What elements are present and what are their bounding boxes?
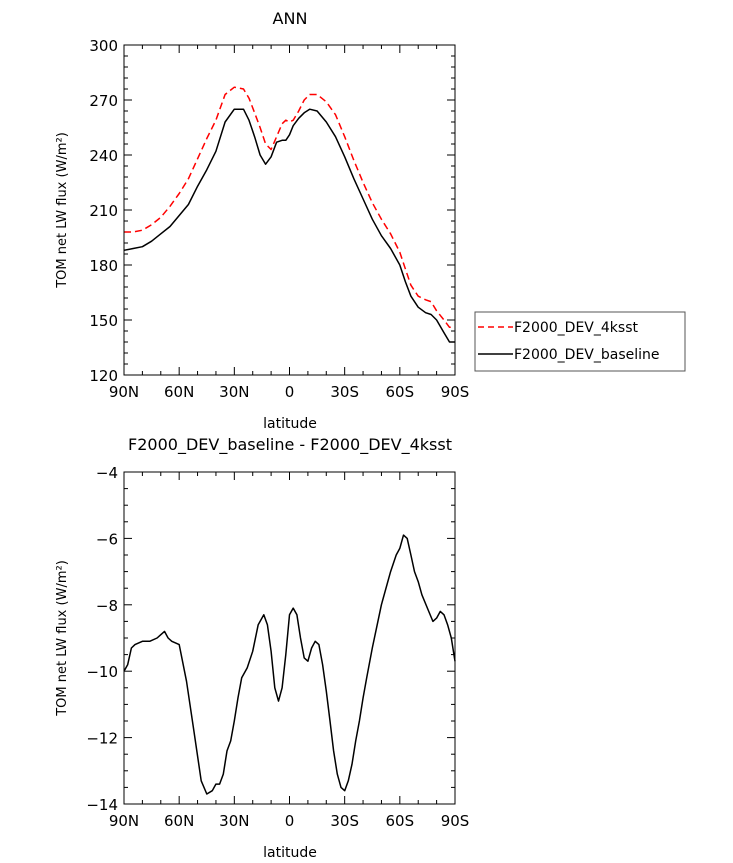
x-tick-label: 30N [219,812,249,830]
legend-box [474,311,686,372]
bottom-series-lines [123,534,456,795]
bottom-y-axis-label: TOM net LW flux (W/m²) [55,560,70,717]
top-panel: ANN TOM net LW flux (W/m²) latitude 1201… [55,9,469,432]
x-tick-label: 30S [330,812,359,830]
top-chart-title: ANN [273,9,308,28]
legend-label-4ksst: F2000_DEV_4ksst [514,320,638,336]
y-tick-label: 180 [89,257,118,275]
x-tick-label: 60S [386,383,415,401]
series-line-F2000_DEV_4ksst [124,86,455,329]
x-tick-label: 60N [164,383,194,401]
bottom-axis-ticks: −14 −12 −10 −8 −6 −4 90N 60N 30N 0 30S 60S 90S [86,464,469,830]
bottom-x-axis-label: latitude [263,845,317,861]
y-tick-label: 270 [89,92,118,110]
y-tick-label: −4 [96,464,118,482]
bottom-panel: F2000_DEV_baseline - F2000_DEV_4ksst TOM… [55,435,469,861]
series-line-F2000_DEV_baseline [123,108,455,343]
x-tick-label: 60S [386,812,415,830]
top-y-axis-label: TOM net LW flux (W/m²) [55,132,70,289]
top-series-lines [123,86,455,343]
x-tick-label: 90S [441,812,470,830]
y-tick-label: −8 [96,597,118,615]
legend-label-baseline: F2000_DEV_baseline [514,347,660,363]
top-plot-frame [123,44,456,376]
x-tick-label: 90N [109,383,139,401]
y-tick-label: −14 [86,796,118,814]
bottom-plot-frame [123,471,456,805]
y-tick-label: 150 [89,312,118,330]
difference-line [123,534,456,795]
y-tick-label: 240 [89,147,118,165]
top-x-axis-label: latitude [263,416,317,432]
x-tick-label: 0 [285,812,295,830]
y-tick-label: 300 [89,37,118,55]
x-tick-label: 60N [164,812,194,830]
y-tick-label: −6 [96,530,118,548]
top-axis-ticks: 120 150 180 210 240 270 300 90N 60N 30N 0 30S 60S 90S [89,37,469,401]
x-tick-label: 30S [330,383,359,401]
y-tick-label: −10 [86,663,118,681]
legend: F2000_DEV_4ksst F2000_DEV_baseline [474,311,686,372]
x-tick-label: 0 [285,383,295,401]
x-tick-label: 30N [219,383,249,401]
y-tick-label: −12 [86,730,118,748]
y-tick-label: 120 [89,367,118,385]
x-tick-label: 90N [109,812,139,830]
bottom-chart-title: F2000_DEV_baseline - F2000_DEV_4ksst [128,435,452,455]
x-tick-label: 90S [441,383,470,401]
y-tick-label: 210 [89,202,118,220]
